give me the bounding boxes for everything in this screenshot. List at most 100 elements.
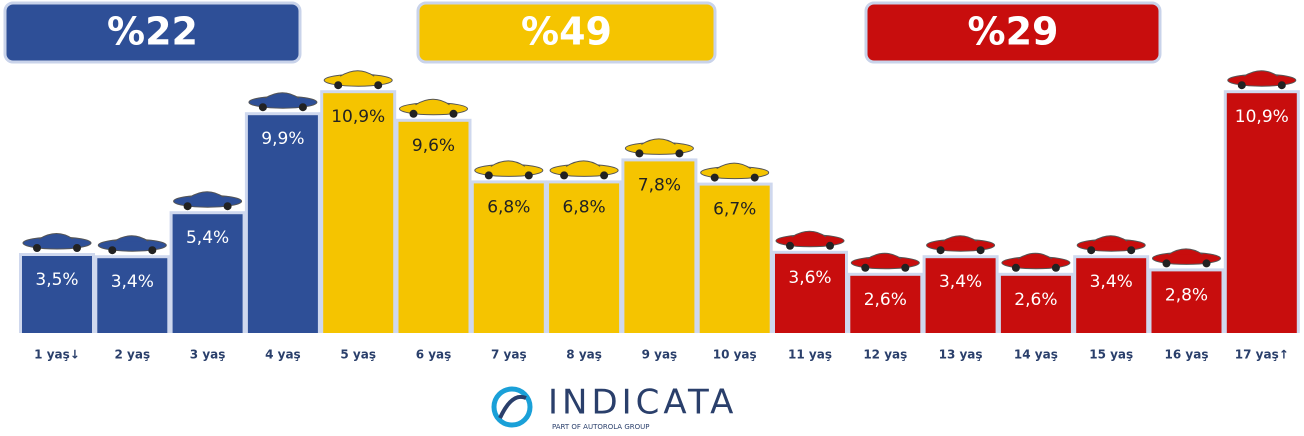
value-label: 3,4%: [111, 272, 154, 292]
car: [108, 246, 117, 255]
car: [264, 92, 300, 99]
group-label: %29: [968, 10, 1059, 54]
value-label: 9,6%: [412, 136, 455, 156]
value-label: 2,8%: [1165, 285, 1208, 305]
car: [1087, 246, 1096, 255]
value-label: 6,7%: [713, 200, 756, 220]
car: [641, 138, 676, 145]
car: [1092, 235, 1128, 242]
value-label: 2,6%: [1014, 290, 1057, 310]
x-tick-label: 3 yaş: [190, 348, 226, 362]
value-label: 3,6%: [788, 268, 831, 288]
car: [298, 103, 307, 112]
car: [1162, 259, 1171, 268]
car: [148, 246, 157, 255]
car: [1277, 81, 1286, 90]
car: [1127, 246, 1136, 255]
x-tick-label: 12 yaş: [863, 348, 907, 362]
bar: [549, 183, 620, 333]
x-tick-label: 9 yaş: [642, 348, 678, 362]
car: [565, 160, 601, 167]
car: [409, 109, 418, 118]
bar: [775, 253, 845, 333]
value-label: 5,4%: [186, 228, 229, 248]
bar: [247, 115, 318, 333]
car: [560, 171, 569, 180]
car: [1202, 259, 1211, 268]
logo-icon: [491, 386, 533, 428]
value-label: 10,9%: [1235, 107, 1289, 127]
x-tick-label: 8 yaş: [566, 348, 602, 362]
car: [33, 244, 41, 252]
bar: [323, 93, 394, 333]
bar: [699, 185, 770, 333]
car: [223, 202, 232, 211]
car: [826, 241, 834, 250]
car: [73, 244, 81, 252]
car: [791, 230, 827, 238]
car: [861, 263, 870, 272]
car: [374, 81, 383, 90]
bar: [172, 214, 243, 333]
value-label: 7,8%: [638, 175, 681, 195]
car: [1051, 263, 1060, 272]
car: [183, 202, 192, 211]
logo-name: INDICATA: [548, 383, 737, 423]
car: [976, 246, 985, 255]
value-label: 10,9%: [331, 107, 385, 127]
x-tick-label: 16 yaş: [1165, 348, 1209, 362]
car: [942, 235, 977, 242]
x-tick-label: 1 yaş↓: [34, 348, 80, 362]
bar: [1076, 258, 1147, 333]
car: [38, 233, 74, 240]
group-label: %49: [521, 10, 612, 54]
value-label: 6,8%: [562, 197, 605, 217]
bar: [1000, 275, 1071, 333]
car: [1237, 81, 1246, 90]
bar: [1151, 271, 1222, 333]
value-label: 9,9%: [261, 129, 304, 149]
car: [675, 149, 684, 158]
car: [189, 191, 224, 198]
car: [114, 235, 149, 242]
bar: [398, 121, 469, 333]
car: [750, 173, 759, 182]
group-label: %22: [107, 10, 198, 54]
bar: [925, 258, 996, 333]
value-label: 6,8%: [487, 197, 530, 217]
x-tick-label: 5 yaş: [340, 348, 376, 362]
group-box: [3, 1, 302, 64]
car: [339, 70, 375, 77]
logo-icon: [498, 395, 527, 419]
bar: [473, 183, 544, 333]
x-tick-label: 13 yaş: [939, 348, 983, 362]
car: [334, 81, 343, 90]
x-tick-label: 7 yaş: [491, 348, 527, 362]
car: [449, 109, 458, 118]
car: [716, 162, 751, 170]
value-label: 3,4%: [939, 272, 982, 292]
car: [484, 171, 493, 180]
car: [786, 241, 794, 250]
car: [901, 263, 910, 272]
bar: [97, 258, 168, 333]
x-tick-label: 4 yaş: [265, 348, 301, 362]
car: [490, 160, 526, 167]
car: [867, 252, 902, 260]
car: [600, 171, 609, 180]
value-label: 3,4%: [1090, 272, 1133, 292]
car: [936, 246, 945, 255]
x-tick-label: 17 yaş↑: [1235, 348, 1289, 362]
x-tick-label: 14 yaş: [1014, 348, 1058, 362]
car: [1168, 248, 1203, 255]
x-tick-label: 2 yaş: [115, 348, 151, 362]
bar: [22, 256, 92, 333]
car: [1017, 252, 1053, 260]
car: [1011, 263, 1020, 272]
x-tick-label: 15 yaş: [1089, 348, 1133, 362]
group-box: [864, 1, 1162, 64]
car: [415, 98, 450, 106]
bar: [850, 275, 921, 333]
bar: [624, 161, 695, 333]
